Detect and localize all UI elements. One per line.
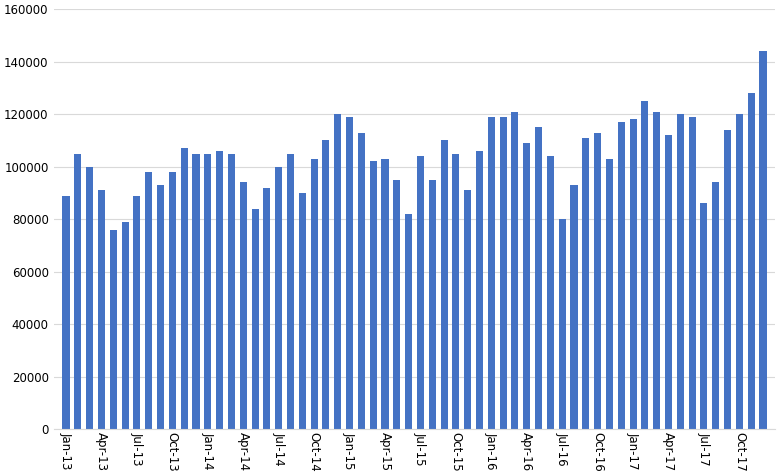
Bar	[393, 180, 400, 429]
Bar	[653, 111, 661, 429]
Bar	[629, 119, 636, 429]
Bar	[453, 154, 460, 429]
Bar	[157, 185, 164, 429]
Bar	[594, 133, 601, 429]
Bar	[252, 209, 259, 429]
Bar	[240, 182, 247, 429]
Bar	[181, 149, 188, 429]
Bar	[405, 214, 412, 429]
Bar	[559, 219, 566, 429]
Bar	[417, 156, 424, 429]
Bar	[476, 151, 483, 429]
Bar	[689, 117, 696, 429]
Bar	[110, 230, 117, 429]
Bar	[760, 51, 767, 429]
Bar	[299, 193, 306, 429]
Bar	[192, 154, 199, 429]
Bar	[204, 154, 211, 429]
Bar	[263, 188, 270, 429]
Bar	[641, 101, 648, 429]
Bar	[499, 117, 506, 429]
Bar	[712, 182, 719, 429]
Bar	[145, 172, 152, 429]
Bar	[311, 159, 318, 429]
Bar	[370, 161, 377, 429]
Bar	[169, 172, 176, 429]
Bar	[122, 222, 129, 429]
Bar	[228, 154, 235, 429]
Bar	[428, 180, 435, 429]
Bar	[511, 111, 519, 429]
Bar	[334, 114, 341, 429]
Bar	[665, 135, 672, 429]
Bar	[287, 154, 294, 429]
Bar	[98, 190, 105, 429]
Bar	[547, 156, 554, 429]
Bar	[86, 167, 93, 429]
Bar	[133, 196, 140, 429]
Bar	[700, 203, 707, 429]
Bar	[216, 151, 223, 429]
Bar	[74, 154, 81, 429]
Bar	[440, 140, 448, 429]
Bar	[382, 159, 389, 429]
Bar	[724, 130, 731, 429]
Bar	[275, 167, 282, 429]
Bar	[618, 122, 625, 429]
Bar	[606, 159, 613, 429]
Bar	[582, 138, 590, 429]
Bar	[346, 117, 353, 429]
Bar	[488, 117, 495, 429]
Bar	[464, 190, 471, 429]
Bar	[323, 140, 330, 429]
Bar	[358, 133, 365, 429]
Bar	[62, 196, 69, 429]
Bar	[535, 128, 542, 429]
Bar	[677, 114, 684, 429]
Bar	[523, 143, 530, 429]
Bar	[736, 114, 743, 429]
Bar	[748, 93, 755, 429]
Bar	[570, 185, 577, 429]
